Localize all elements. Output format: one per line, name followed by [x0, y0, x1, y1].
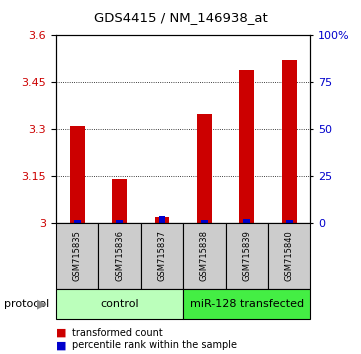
Text: GSM715840: GSM715840: [285, 230, 294, 281]
Bar: [56, 223, 98, 289]
Bar: [116, 220, 123, 223]
Text: GSM715839: GSM715839: [242, 230, 251, 281]
Bar: [155, 217, 169, 223]
Text: protocol: protocol: [4, 298, 49, 309]
Bar: [239, 70, 254, 223]
Text: percentile rank within the sample: percentile rank within the sample: [72, 340, 237, 350]
Text: ■: ■: [56, 328, 66, 338]
Text: transformed count: transformed count: [72, 328, 163, 338]
Text: ▶: ▶: [37, 297, 46, 310]
Bar: [197, 114, 212, 223]
Bar: [141, 223, 183, 289]
Bar: [286, 220, 293, 223]
Bar: [70, 126, 84, 223]
Text: miR-128 transfected: miR-128 transfected: [190, 298, 304, 309]
Text: GSM715835: GSM715835: [73, 230, 82, 281]
Bar: [74, 220, 81, 223]
Bar: [183, 223, 226, 289]
Bar: [98, 223, 141, 289]
Bar: [268, 223, 310, 289]
Bar: [56, 289, 183, 319]
Text: ■: ■: [56, 340, 66, 350]
Bar: [112, 179, 127, 223]
Text: GSM715836: GSM715836: [115, 230, 124, 281]
Bar: [183, 289, 310, 319]
Bar: [282, 61, 297, 223]
Bar: [243, 219, 250, 223]
Text: GSM715837: GSM715837: [157, 230, 166, 281]
Bar: [226, 223, 268, 289]
Bar: [158, 216, 165, 223]
Text: control: control: [100, 298, 139, 309]
Text: GSM715838: GSM715838: [200, 230, 209, 281]
Bar: [201, 220, 208, 223]
Text: GDS4415 / NM_146938_at: GDS4415 / NM_146938_at: [93, 11, 268, 24]
